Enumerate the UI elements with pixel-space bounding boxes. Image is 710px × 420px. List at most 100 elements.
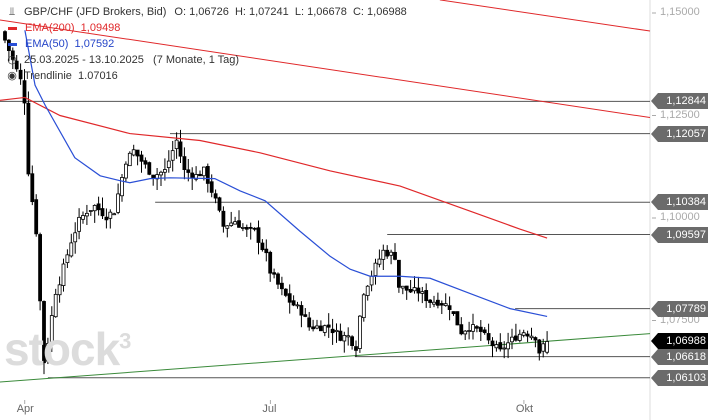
stock3-watermark: stock3 [4, 323, 131, 375]
candle-bearish [326, 324, 331, 328]
candle-bearish [143, 160, 148, 165]
candle-bearish [18, 69, 23, 80]
level-price-tag[interactable]: 1,10384 [651, 194, 708, 211]
candle-bearish [3, 31, 7, 41]
candle-bullish [517, 333, 522, 341]
candle-bearish [533, 337, 538, 341]
legend-trendline[interactable]: ◉ Trendlinie 1.07016 [6, 68, 407, 84]
candle-bullish [315, 325, 319, 329]
candle-bullish [81, 215, 85, 220]
candle-bearish [205, 166, 210, 184]
candle-bearish [244, 227, 249, 230]
candle-bullish [159, 171, 163, 176]
candle-bearish [514, 335, 518, 341]
ema50-swatch-icon [8, 42, 17, 46]
date-range-text: 25.03.2025 - 13.10.2025 (7 Monate, 1 Tag… [24, 54, 240, 66]
candle-bearish [435, 299, 440, 306]
candle-bullish [73, 232, 78, 243]
candle-bullish [233, 221, 238, 225]
candle-bullish [46, 343, 50, 362]
candle-bearish [147, 162, 152, 175]
candle-bearish [354, 346, 358, 351]
ema50-value: 1,07592 [74, 38, 115, 50]
candle-bullish [506, 342, 511, 350]
candle-bearish [104, 216, 109, 221]
candle-bullish [412, 287, 417, 292]
candle-bullish [88, 210, 93, 212]
trendline-support-trend [0, 333, 651, 383]
candle-bearish [303, 314, 308, 317]
candle-bullish [65, 254, 70, 264]
level-price-tag[interactable]: 1,12057 [651, 125, 708, 142]
candle-bullish [377, 258, 382, 265]
candle-bearish [307, 317, 312, 328]
candle-bullish [162, 169, 167, 173]
level-price-tag[interactable]: 1,06618 [651, 348, 708, 365]
y-tick-label: 1,15000 [660, 6, 700, 18]
candle-bullish [112, 213, 117, 216]
candle-bullish [49, 315, 54, 345]
candle-bearish [34, 199, 39, 235]
candle-bullish [521, 332, 526, 336]
candle-bearish [525, 333, 530, 337]
candle-bullish [131, 149, 136, 156]
level-price-tag[interactable]: 1,07789 [651, 300, 708, 317]
candle-bullish [53, 293, 58, 318]
candle-bullish [334, 329, 339, 333]
candle-bearish [237, 220, 241, 228]
candle-bullish [510, 336, 514, 343]
candle-bearish [350, 336, 355, 347]
y-tick-label: 1,12500 [660, 108, 700, 121]
candle-bearish [268, 251, 273, 274]
level-price-tag[interactable]: 1,12844 [651, 93, 708, 110]
chart-legend: ⫫ GBP/CHF (JFD Brokers, Bid) O: 1,06726 … [6, 4, 407, 84]
candle-bullish [69, 242, 74, 257]
y-tick-label: 1,10000 [660, 211, 700, 223]
candle-bullish [467, 330, 472, 332]
candle-bearish [396, 259, 401, 288]
candle-bearish [252, 227, 257, 230]
candle-bullish [229, 222, 234, 226]
trendline-resistance-lower [0, 19, 651, 119]
legend-instrument-row[interactable]: ⫫ GBP/CHF (JFD Brokers, Bid) O: 1,06726 … [6, 4, 407, 20]
candle-bearish [474, 326, 479, 329]
ema200-swatch-icon [8, 26, 17, 30]
target-icon: ◉ [7, 70, 17, 82]
legend-ema50[interactable]: EMA(50) 1,07592 [6, 36, 407, 52]
candle-bearish [455, 311, 460, 326]
ema50-line [24, 30, 548, 317]
ema200-label: EMA(200) [25, 22, 75, 34]
trendline-label: Trendlinie [24, 70, 72, 82]
candle-bearish [10, 50, 15, 60]
candle-bearish [291, 300, 296, 306]
candle-bullish [494, 344, 499, 349]
candle-bearish [283, 288, 288, 296]
candle-bullish [529, 335, 534, 339]
candle-bearish [248, 226, 253, 229]
candle-bullish [116, 193, 120, 213]
candle-bullish [85, 212, 89, 217]
candle-bullish [201, 166, 206, 177]
candle-bearish [338, 330, 343, 341]
candle-bearish [186, 169, 191, 173]
candle-bullish [77, 216, 81, 232]
candle-bearish [486, 333, 491, 341]
candle-bullish [400, 285, 405, 289]
level-price-tag[interactable]: 1,09597 [651, 226, 708, 243]
legend-date-range[interactable]: ◷ 25.03.2025 - 13.10.2025 (7 Monate, 1 T… [6, 52, 407, 68]
legend-ema200[interactable]: EMA(200) 1,09498 [6, 20, 407, 36]
candle-bearish [330, 328, 335, 334]
level-price-tag[interactable]: 1,06103 [651, 369, 708, 386]
candle-bearish [404, 285, 409, 291]
candle-bullish [174, 139, 179, 150]
candle-bearish [256, 227, 261, 243]
candle-bearish [408, 288, 413, 293]
x-tick-label: Apr [16, 403, 34, 415]
candle-bearish [424, 290, 429, 302]
candle-bullish [322, 325, 327, 333]
candle-bullish [108, 211, 113, 219]
candle-bullish [357, 315, 362, 349]
candle-bearish [151, 174, 156, 179]
candle-bullish [120, 177, 124, 197]
